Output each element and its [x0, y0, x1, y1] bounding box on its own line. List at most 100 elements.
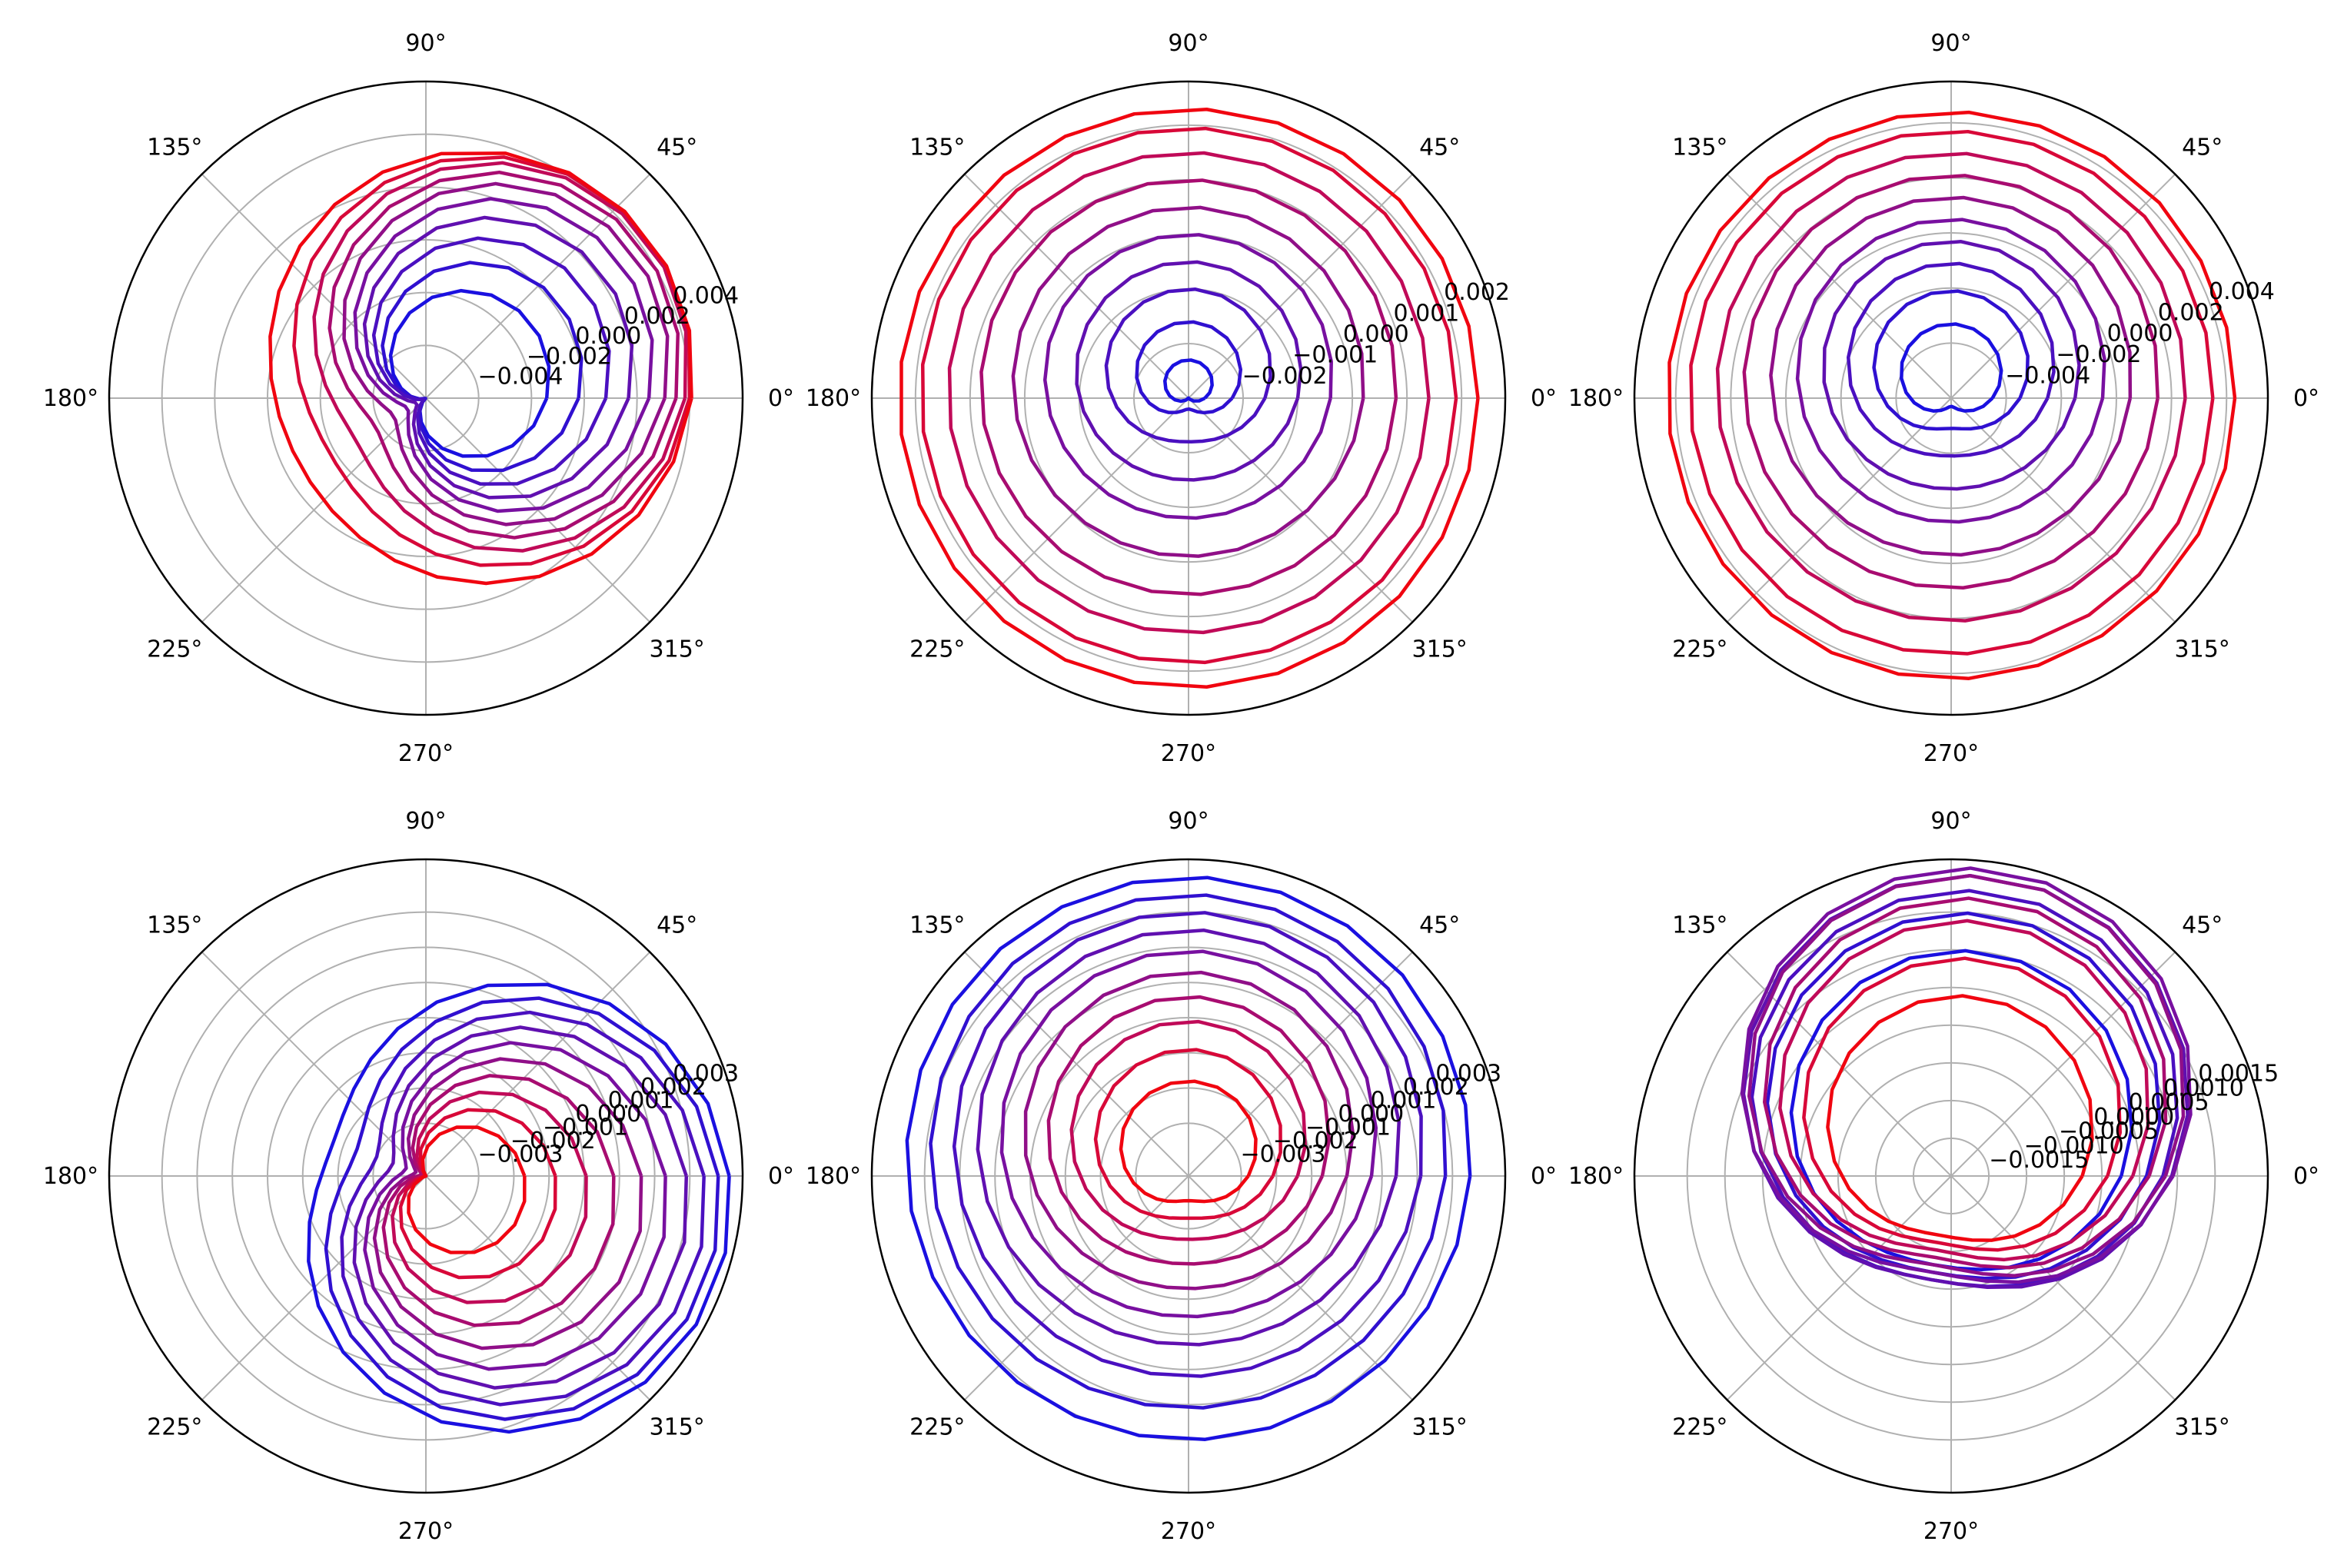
radial-tick-label: −0.003 — [1240, 1141, 1325, 1168]
radial-tick-label: 0.003 — [673, 1061, 739, 1088]
angle-tick-label: 270° — [1923, 1518, 1979, 1545]
angle-tick-label: 180° — [43, 385, 98, 412]
series-line-1 — [1163, 358, 1214, 404]
angle-tick-label: 180° — [43, 1163, 98, 1190]
polar-frame — [870, 858, 1507, 1494]
angular-gridline — [1726, 397, 1952, 623]
series-line-4 — [976, 929, 1401, 1347]
angle-tick-label: 270° — [1161, 1518, 1216, 1545]
angular-gridline — [1726, 1175, 1952, 1401]
radial-tick-label: −0.001 — [1292, 342, 1378, 369]
series-line-7 — [1742, 174, 2159, 590]
series-line-4 — [1075, 260, 1303, 482]
angle-tick-label: 135° — [909, 912, 965, 938]
radial-tick-label: −0.002 — [2056, 341, 2141, 368]
radial-tick-label: 0.001 — [1394, 300, 1460, 327]
series-line-7 — [327, 170, 680, 540]
radial-tick-label: 0.003 — [1435, 1061, 1501, 1088]
series-line-7 — [1046, 995, 1332, 1266]
series-line-9 — [1093, 1048, 1282, 1221]
angle-tick-label: 135° — [909, 134, 965, 161]
angle-tick-label: 45° — [2182, 912, 2223, 938]
angular-gridline — [1188, 951, 1414, 1177]
series-line-7 — [979, 178, 1398, 596]
series-line-3 — [1104, 287, 1272, 444]
series-line-1 — [307, 982, 731, 1434]
radial-tick-label: −0.0015 — [1989, 1147, 2089, 1174]
polar-panel-4: 0° 45° 90° 135° 180° 225° 270° 315° −0.003−0.002… — [43, 808, 794, 1545]
angle-tick-label: 315° — [1412, 1414, 1468, 1441]
radial-tick-label: 0.000 — [575, 1101, 641, 1128]
series-line-6 — [342, 181, 670, 527]
angle-tick-label: 45° — [657, 912, 697, 938]
series-line-9 — [920, 126, 1458, 665]
angle-tick-label: 225° — [147, 636, 202, 663]
series-line-6 — [1011, 205, 1365, 558]
angle-tick-label: 315° — [2175, 636, 2230, 663]
radial-tick-label: −0.003 — [477, 1141, 563, 1168]
series-line-5 — [1740, 866, 2193, 1284]
radial-tick-label: 0.0000 — [2093, 1104, 2174, 1131]
series-line-6 — [1769, 195, 2133, 557]
radial-tick-label: −0.001 — [543, 1115, 628, 1141]
series-line-8 — [1715, 151, 2187, 623]
series-line-9 — [1689, 129, 2215, 656]
radial-tick-label: −0.004 — [2005, 363, 2090, 390]
angular-gridline — [1950, 397, 2176, 623]
radial-tick-label: −0.002 — [527, 343, 612, 370]
angle-tick-label: 90° — [405, 30, 446, 57]
angle-tick-label: 90° — [1930, 30, 1971, 57]
angular-gridline — [201, 397, 427, 623]
angle-tick-label: 180° — [1568, 385, 1624, 412]
radial-tick-label: −0.0005 — [2059, 1118, 2159, 1145]
angle-tick-label: 180° — [806, 1163, 861, 1190]
angle-tick-label: 135° — [1672, 134, 1727, 161]
series-line-1 — [1900, 322, 2003, 413]
radial-tick-label: −0.002 — [1273, 1128, 1358, 1154]
angle-tick-label: 0° — [768, 385, 794, 412]
radial-tick-label: 0.000 — [2107, 321, 2173, 347]
angle-tick-label: 45° — [1419, 912, 1460, 938]
polar-panel-3: 0° 45° 90° 135° 180° 225° 270° 315° −0.004−0.002… — [1568, 30, 2319, 767]
series-line-9 — [292, 155, 692, 567]
radial-tick-label: −0.004 — [477, 364, 563, 390]
series-line-8 — [1778, 919, 2150, 1262]
radial-tick-label: 0.001 — [1371, 1088, 1437, 1115]
angle-tick-label: 225° — [147, 1414, 202, 1441]
radial-tick-label: 0.004 — [2209, 278, 2275, 305]
angle-tick-label: 45° — [1419, 134, 1460, 161]
angle-tick-label: 135° — [1672, 912, 1727, 938]
angle-tick-label: 315° — [1412, 636, 1468, 663]
series-line-9 — [1802, 956, 2123, 1252]
angle-tick-label: 270° — [398, 1518, 454, 1545]
radial-tick-label: 0.000 — [575, 323, 641, 350]
series-line-10 — [407, 1125, 527, 1254]
angle-tick-label: 0° — [1531, 385, 1557, 412]
polar-frame — [1633, 80, 2269, 716]
series-line-5 — [353, 197, 654, 513]
radial-tick-label: 0.002 — [1403, 1074, 1469, 1101]
polar-frame — [870, 80, 1507, 716]
angle-tick-label: 90° — [1168, 808, 1209, 835]
series-line-6 — [1023, 970, 1355, 1291]
series-line-2 — [1872, 289, 2030, 431]
polar-panel-2: 0° 45° 90° 135° 180° 225° 270° 315° −0.002−0.001… — [806, 30, 1557, 767]
angle-tick-label: 45° — [657, 134, 697, 161]
polar-frame — [108, 80, 744, 716]
series-line-3 — [371, 236, 611, 486]
series-line-7 — [381, 1074, 616, 1327]
series-line-10 — [1667, 110, 2237, 680]
angle-tick-label: 225° — [909, 1414, 965, 1441]
angle-tick-label: 180° — [1568, 1163, 1624, 1190]
angle-tick-label: 225° — [1672, 636, 1727, 663]
series-line-10 — [1119, 1079, 1258, 1204]
angle-tick-label: 90° — [1930, 808, 1971, 835]
radial-tick-label: −0.001 — [1305, 1115, 1391, 1141]
series-line-5 — [1042, 233, 1333, 520]
angle-tick-label: 225° — [909, 636, 965, 663]
series-line-5 — [363, 1041, 667, 1371]
series-line-10 — [268, 151, 693, 586]
angle-tick-label: 315° — [2175, 1414, 2230, 1441]
angle-tick-label: 270° — [1923, 740, 1979, 767]
